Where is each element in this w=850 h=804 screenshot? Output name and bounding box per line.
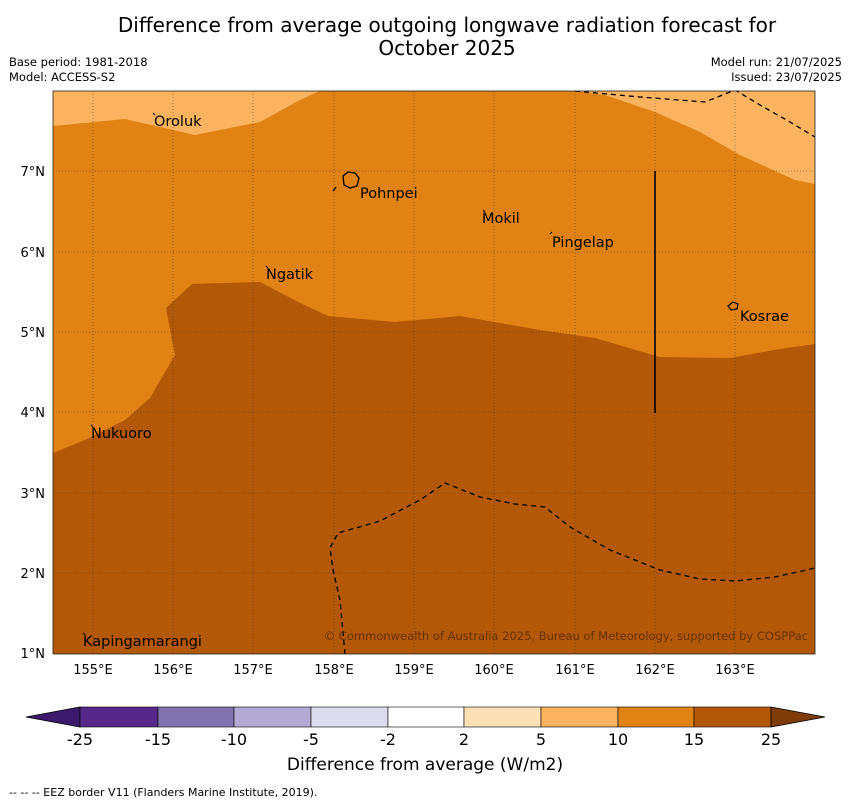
base-period: Base period: 1981-2018 — [9, 55, 148, 69]
colorbar-label: Difference from average (W/m2) — [286, 755, 564, 775]
lat-label: 6°N — [21, 246, 46, 261]
lat-label: 3°N — [21, 487, 46, 502]
kosrae-island — [727, 301, 739, 311]
label-pohnpei: Pohnpei — [360, 186, 418, 202]
colorbar-segment — [617, 706, 695, 728]
colorbar-tick: 15 — [684, 730, 704, 749]
colorbar-segment — [233, 706, 312, 728]
colorbar-ticks: -25 -15 -10 -5 -2 2 5 10 15 25 — [67, 730, 781, 749]
colorbar-tick: 25 — [761, 730, 781, 749]
colorbar-tick: -5 — [303, 730, 319, 749]
label-kapingamarangi: Kapingamarangi — [83, 634, 202, 650]
colorbar-tick: 5 — [536, 730, 546, 749]
lat-label: 4°N — [21, 406, 46, 421]
graticule — [53, 91, 815, 654]
lon-label: 161°E — [555, 663, 595, 678]
label-nukuoro: Nukuoro — [91, 426, 152, 442]
label-pingelap: Pingelap — [552, 235, 614, 251]
eez-border — [329, 91, 815, 654]
colorbar — [25, 706, 826, 728]
lon-label: 162°E — [635, 663, 675, 678]
atoll-marks — [82, 112, 553, 636]
colorbar-tick: 10 — [608, 730, 628, 749]
band-5-10-top-right — [575, 91, 815, 184]
colorbar-segment — [157, 706, 235, 728]
label-oroluk: Oroluk — [154, 114, 202, 130]
label-ngatik: Ngatik — [266, 267, 314, 283]
lon-label: 159°E — [394, 663, 434, 678]
model-name: Model: ACCESS-S2 — [9, 70, 116, 84]
colorbar-tick: 2 — [459, 730, 469, 749]
meta-right: Model run: 21/07/2025 Issued: 23/07/2025 — [711, 55, 842, 85]
lat-label: 1°N — [21, 647, 46, 662]
lon-label: 155°E — [73, 663, 113, 678]
lon-label: 157°E — [233, 663, 273, 678]
lon-label: 163°E — [715, 663, 755, 678]
colorbar-segment — [463, 706, 542, 728]
label-kosrae: Kosrae — [740, 309, 789, 325]
colorbar-segment — [387, 706, 465, 728]
band-5-10-top-left — [53, 91, 320, 135]
lat-axis-labels: 7°N 6°N 5°N 4°N 3°N 2°N 1°N — [21, 165, 46, 662]
title-line-1: Difference from average outgoing longwav… — [117, 13, 777, 37]
lat-label: 5°N — [21, 326, 46, 341]
colorbar-tick: -2 — [380, 730, 396, 749]
lon-label: 160°E — [474, 663, 514, 678]
lat-label: 7°N — [21, 165, 46, 180]
lon-label: 158°E — [314, 663, 354, 678]
copyright-notice: © Commonwealth of Australia 2025, Bureau… — [324, 629, 808, 643]
colorbar-segment — [540, 706, 619, 728]
colorbar-low-extend — [25, 706, 81, 728]
colorbar-segment — [79, 706, 159, 728]
chart-title: Difference from average outgoing longwav… — [0, 14, 850, 60]
colorbar-segment — [310, 706, 389, 728]
lon-axis-labels: 155°E 156°E 157°E 158°E 159°E 160°E 161°… — [73, 663, 755, 678]
pohnpei-island — [342, 171, 360, 189]
meta-left: Base period: 1981-2018 Model: ACCESS-S2 — [9, 55, 148, 85]
colorbar-segment — [693, 706, 772, 728]
map-frame — [52, 90, 816, 655]
place-labels: Oroluk Pohnpei Mokil Pingelap Ngatik Kos… — [83, 114, 789, 650]
colorbar-high-extend — [770, 706, 826, 728]
colorbar-tick: -15 — [145, 730, 171, 749]
issued-date: Issued: 23/07/2025 — [731, 70, 842, 84]
lon-label: 156°E — [153, 663, 193, 678]
map-field: Oroluk Pohnpei Mokil Pingelap Ngatik Kos… — [53, 91, 815, 654]
colorbar-tick: -25 — [67, 730, 93, 749]
model-run: Model run: 21/07/2025 — [710, 55, 842, 69]
title-line-2: October 2025 — [378, 36, 516, 60]
colorbar-tick: -10 — [221, 730, 247, 749]
label-mokil: Mokil — [482, 211, 520, 227]
band-15-25 — [53, 282, 815, 654]
lat-label: 2°N — [21, 567, 46, 582]
eez-footnote: -- -- -- EEZ border V11 (Flanders Marine… — [9, 786, 318, 799]
